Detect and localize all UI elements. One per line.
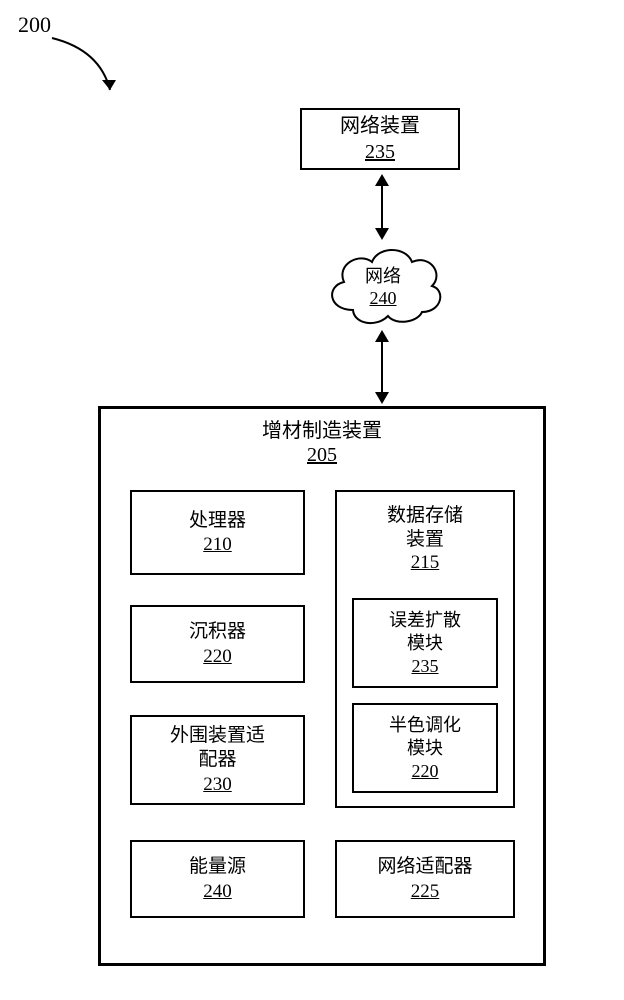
err-diff-ref: 235 [412, 656, 439, 677]
depositor-ref: 220 [203, 646, 232, 668]
peripheral-ref: 230 [203, 774, 232, 796]
halftone-ref: 220 [412, 761, 439, 782]
err-diff-label-l2: 模块 [407, 632, 443, 655]
net-adapter-label: 网络适配器 [377, 855, 472, 879]
net-adapter-ref: 225 [411, 881, 440, 903]
data-storage-ref: 215 [411, 552, 440, 573]
am-device-title: 增材制造装置 205 [101, 419, 543, 467]
network-device-label: 网络装置 [340, 114, 420, 139]
diagram-canvas: 200 网络装置 235 网络 240 增材制造装置 205 处理器 2 [0, 0, 624, 1000]
data-storage-label-l2: 装置 [337, 528, 513, 552]
energy-box: 能量源 240 [130, 840, 305, 918]
data-storage-title: 数据存储 装置 215 [337, 504, 513, 574]
peripheral-box: 外围装置适配器 230 [130, 715, 305, 805]
halftone-label-l2: 模块 [407, 737, 443, 760]
depositor-box: 沉积器 220 [130, 605, 305, 683]
arrow-device-cloud-icon [370, 172, 394, 242]
arrow-cloud-container-icon [370, 328, 394, 406]
depositor-label: 沉积器 [189, 620, 246, 644]
figure-arrow-icon [40, 30, 130, 110]
network-cloud-ref: 240 [346, 288, 420, 310]
energy-ref: 240 [203, 881, 232, 903]
network-cloud-label-group: 网络 240 [346, 266, 420, 309]
energy-label: 能量源 [189, 855, 246, 879]
err-diff-box: 误差扩散 模块 235 [352, 598, 498, 688]
processor-box: 处理器 210 [130, 490, 305, 575]
am-device-label: 增材制造装置 [101, 419, 543, 444]
halftone-label-l1: 半色调化 [389, 714, 461, 737]
halftone-box: 半色调化 模块 220 [352, 703, 498, 793]
data-storage-label-l1: 数据存储 [337, 504, 513, 528]
network-device-box: 网络装置 235 [300, 108, 460, 170]
network-cloud-label: 网络 [365, 266, 401, 286]
net-adapter-box: 网络适配器 225 [335, 840, 515, 918]
peripheral-label: 外围装置适配器 [164, 724, 271, 772]
processor-label: 处理器 [189, 509, 246, 533]
network-device-ref: 235 [365, 141, 395, 164]
am-device-ref: 205 [307, 444, 337, 466]
processor-ref: 210 [203, 534, 232, 556]
err-diff-label-l1: 误差扩散 [389, 609, 461, 632]
